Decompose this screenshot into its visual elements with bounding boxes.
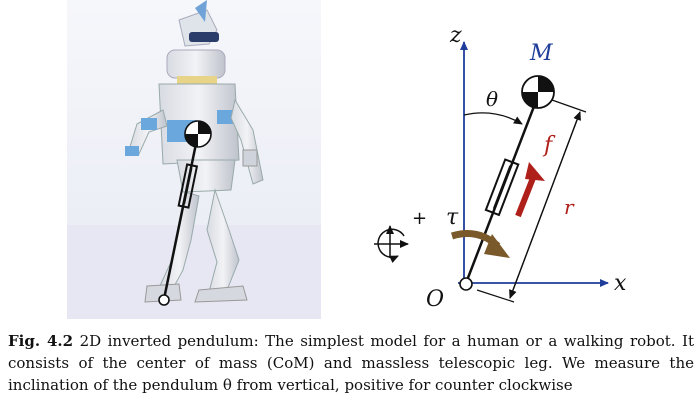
figure-caption: Fig. 4.2 2D inverted pendulum: The simpl… [8,330,694,396]
sign-label: + [412,208,427,229]
pivot-joint [459,277,473,291]
caption-text: 2D inverted pendulum: The simplest model… [8,332,694,394]
figure-label: Fig. 4.2 [8,332,74,350]
axis-z-label: z [449,23,462,48]
pendulum-diagram: z x O θ M r f τ + [374,23,627,312]
pendulum-overlay [158,120,212,306]
origin-label: O [426,287,444,312]
force-label: f [542,133,556,158]
robot-illustration [67,0,321,319]
rotation-convention-icon [374,225,409,264]
theta-label: θ [486,87,498,111]
mass-label: M [529,41,553,66]
force-arrow [515,162,545,218]
com-marker [184,120,212,148]
axis-x-label: x [614,271,627,296]
length-label: r [564,195,575,219]
theta-arc [463,112,523,125]
length-dimension [476,99,587,303]
torque-arrow [450,230,510,258]
com-symbol [521,75,555,109]
telescopic-leg [484,158,520,217]
torque-label: τ [446,205,459,230]
